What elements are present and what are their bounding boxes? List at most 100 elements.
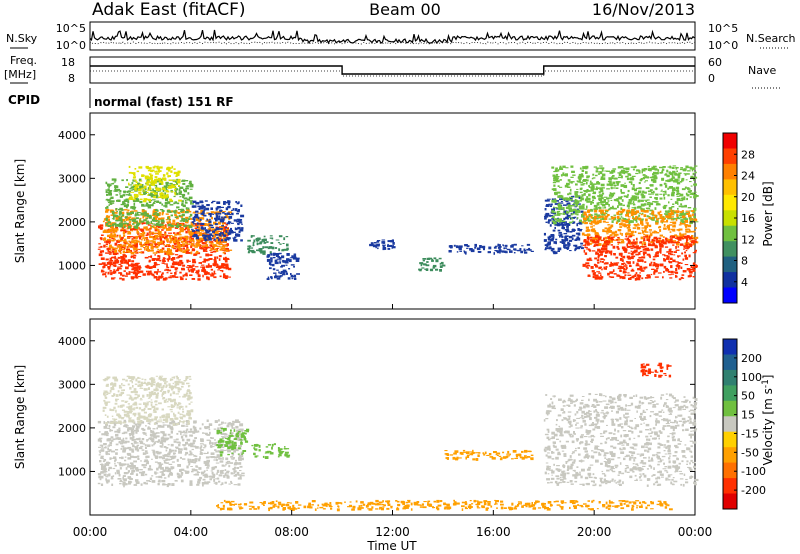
velocity-colorbar-swatch	[723, 400, 737, 417]
power-y-tick-label: 4000	[58, 129, 86, 142]
beam-label: Beam 00	[369, 0, 441, 19]
power-colorbar-swatch	[723, 163, 737, 180]
power-colorbar-swatch	[723, 225, 737, 242]
velocity-colorbar-swatch	[723, 369, 737, 386]
velocity-y-ticks: 4000 3000 2000 1000	[58, 335, 695, 478]
velocity-panel: 4000 3000 2000 1000 Slant Range [km] 200 100…	[13, 318, 775, 516]
power-colorbar-tick-label: 8	[741, 255, 748, 268]
velocity-colorbar-tick-label: -50	[741, 446, 759, 459]
velocity-colorbar-label: Velocity [m s-1]	[761, 375, 775, 466]
velocity-region-3	[251, 443, 291, 459]
power-colorbar-tick-label: 20	[741, 191, 755, 204]
power-region-3	[128, 165, 182, 203]
power-colorbar-swatch	[723, 241, 737, 258]
power-y-axis-label: Slant Range [km]	[13, 159, 27, 263]
velocity-colorbar-tick-label: 200	[741, 352, 762, 365]
freq-panel	[89, 56, 696, 84]
freq-label: Freq.	[10, 54, 37, 67]
velocity-colorbar-tick-label: -100	[741, 465, 766, 478]
velocity-region-1	[102, 375, 194, 426]
time-axis-ticks: 00:00 04:00 08:00 12:00 16:00 20:00 00:00	[73, 304, 712, 539]
freq-unit-label: [MHz]	[4, 68, 36, 81]
power-colorbar-swatch	[723, 272, 737, 289]
power-y-tick-label: 3000	[58, 172, 86, 185]
power-colorbar-swatch	[723, 194, 737, 211]
velocity-colorbar-swatch	[723, 354, 737, 371]
time-tick-label: 12:00	[375, 525, 410, 539]
cpid-label: CPID	[8, 93, 40, 107]
power-colorbar: 28 24 20 16 12 8 4	[722, 132, 755, 304]
date-label: 16/Nov/2013	[592, 0, 695, 19]
nave-tick-top: 60	[708, 56, 722, 69]
velocity-colorbar-swatch	[723, 447, 737, 464]
nave-line	[90, 70, 695, 77]
freq-tick-top: 18	[61, 56, 75, 69]
power-region-6	[266, 252, 300, 280]
velocity-y-tick-label: 3000	[58, 378, 86, 391]
velocity-y-tick-label: 2000	[58, 422, 86, 435]
power-colorbar-swatch	[723, 287, 737, 304]
velocity-colorbar-tick-label: 15	[741, 409, 755, 422]
power-colorbar-swatch	[723, 210, 737, 227]
velocity-region-6	[640, 362, 672, 378]
velocity-y-axis-label: Slant Range [km]	[13, 365, 27, 469]
nave-label: Nave	[748, 64, 776, 77]
time-tick-label: 04:00	[174, 525, 209, 539]
power-colorbar-swatch	[723, 133, 737, 149]
power-region-12	[581, 208, 699, 247]
power-panel: 4000 3000 2000 1000 Slant Range [km] 28 24 20…	[13, 112, 775, 310]
power-region-8	[448, 243, 534, 255]
velocity-colorbar-swatch	[723, 493, 737, 510]
power-y-tick-label: 2000	[58, 216, 86, 229]
velocity-y-tick-label: 1000	[58, 465, 86, 478]
power-colorbar-swatch	[723, 148, 737, 165]
n-search-label: N.Search	[746, 32, 796, 45]
velocity-colorbar-tick-label: -200	[741, 484, 766, 497]
noise-panel	[89, 21, 696, 51]
nave-tick-bottom: 0	[708, 72, 715, 85]
n-sky-line	[89, 29, 695, 45]
velocity-colorbar-swatch	[723, 416, 737, 433]
power-colorbar-tick-label: 12	[741, 233, 755, 246]
velocity-region-0	[97, 419, 245, 488]
power-region-4	[191, 200, 245, 242]
time-tick-label: 16:00	[476, 525, 511, 539]
velocity-colorbar-tick-label: 100	[741, 371, 762, 384]
freq-tick-bottom: 8	[68, 72, 75, 85]
velocity-colorbar-swatch	[723, 431, 737, 448]
power-colorbar-tick-label: 28	[741, 148, 755, 161]
power-y-tick-label: 1000	[58, 259, 86, 272]
noise-right-tick-bottom: 10^0	[708, 39, 738, 52]
time-tick-label: 00:00	[73, 525, 108, 539]
noise-right-tick-top: 10^5	[708, 22, 738, 35]
velocity-colorbar-swatch	[723, 478, 737, 495]
freq-trace	[90, 65, 695, 77]
noise-trace	[89, 29, 695, 45]
power-heatmap	[97, 165, 699, 281]
velocity-colorbar-swatch	[723, 462, 737, 479]
noise-left-tick-top: 10^5	[56, 22, 86, 35]
freq-line	[90, 65, 695, 75]
noise-left-tick-bottom: 10^0	[56, 39, 86, 52]
power-colorbar-tick-label: 4	[741, 276, 748, 289]
power-colorbar-tick-label: 24	[741, 170, 755, 183]
velocity-y-tick-label: 4000	[58, 335, 86, 348]
velocity-region-4	[444, 449, 534, 461]
velocity-heatmap	[97, 362, 699, 512]
velocity-region-5	[543, 393, 699, 487]
station-title: Adak East (fitACF)	[92, 0, 246, 20]
time-tick-label: 20:00	[577, 525, 612, 539]
time-axis-label: Time UT	[366, 539, 417, 553]
n-sky-label: N.Sky	[6, 32, 38, 45]
power-region-11	[551, 165, 699, 225]
power-colorbar-swatch	[723, 256, 737, 273]
power-colorbar-swatch	[723, 179, 737, 196]
velocity-region-2	[216, 427, 250, 457]
velocity-colorbar-frame	[722, 338, 738, 510]
velocity-colorbar-tick-label: -15	[741, 427, 759, 440]
power-y-ticks: 4000 3000 2000 1000	[58, 129, 695, 272]
time-tick-label: 08:00	[274, 525, 309, 539]
power-region-5	[247, 235, 289, 255]
velocity-region-7	[216, 499, 673, 512]
